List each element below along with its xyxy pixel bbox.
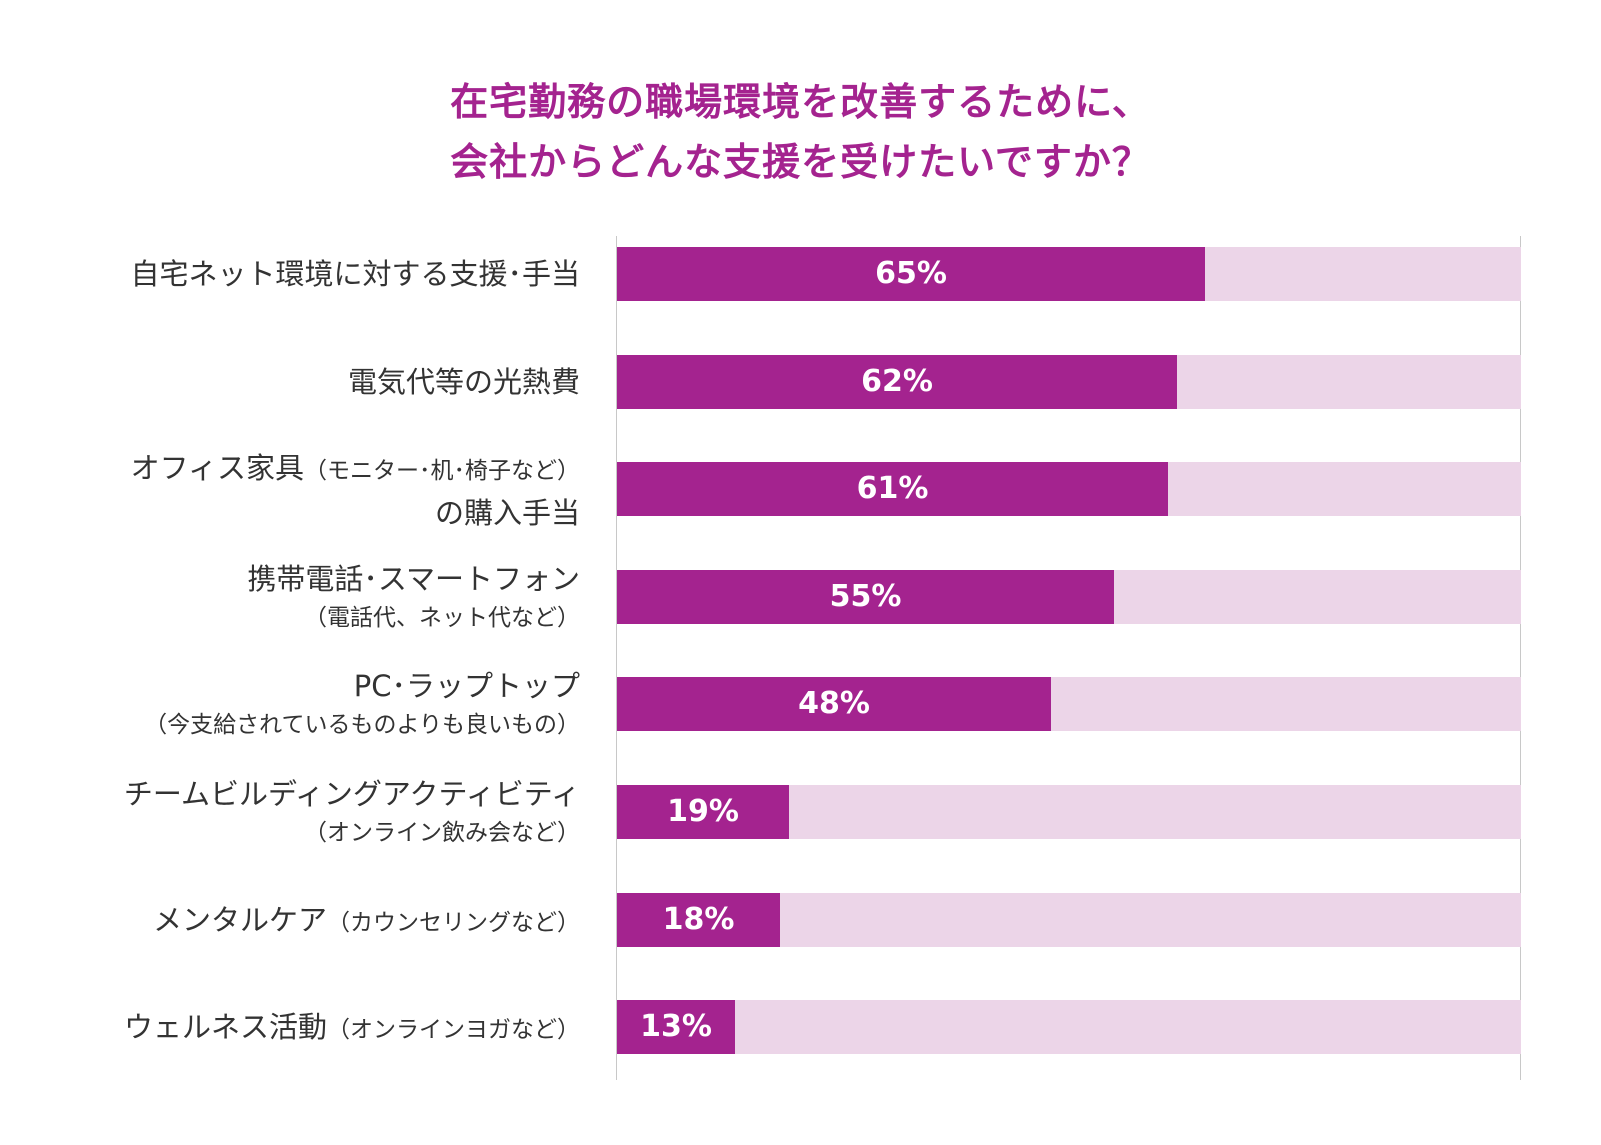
data-label: 13% — [640, 1009, 712, 1044]
bar — [617, 462, 1168, 516]
data-label: 48% — [798, 686, 870, 721]
category-label-note: （モニター･机･椅子など） — [304, 458, 580, 484]
data-label: 65% — [875, 256, 947, 291]
bar — [617, 355, 1177, 409]
bar — [617, 677, 1051, 731]
category-label-main: 自宅ネット環境に対する支援･手当 — [130, 257, 580, 291]
category-label: 携帯電話･スマートフォン （電話代、ネット代など） — [30, 558, 580, 636]
category-label: チームビルディングアクティビティ （オンライン飲み会など） — [30, 773, 580, 851]
bar — [617, 1000, 735, 1054]
bar — [617, 785, 789, 839]
data-label: 55% — [829, 579, 902, 614]
category-label-main: チームビルディングアクティビティ — [123, 777, 580, 811]
category-label-text: オフィス家具 — [130, 451, 304, 485]
category-label-main: メンタルケア（カウンセリングなど） — [30, 899, 580, 944]
category-label-text: ウェルネス活動 — [123, 1010, 327, 1044]
data-label: 61% — [856, 471, 929, 506]
bar — [617, 893, 780, 947]
category-label-note: （カウンセリングなど） — [327, 910, 580, 936]
data-label: 19% — [667, 794, 739, 829]
category-label-main: PC･ラップトップ — [353, 669, 580, 703]
bar — [617, 570, 1114, 624]
category-label-main: 電気代等の光熱費 — [347, 365, 580, 399]
chart-title-line-2: 会社からどんな支援を受けたいですか？ — [450, 140, 1151, 184]
category-label-main: 携帯電話･スマートフォン — [247, 562, 580, 596]
category-label-sub: （電話代、ネット代など） — [304, 605, 580, 631]
category-label-sub: （オンライン飲み会など） — [304, 820, 580, 846]
data-label: 62% — [861, 364, 933, 399]
category-label: 電気代等の光熱費 — [30, 361, 580, 403]
category-label: PC･ラップトップ （今支給されているものよりも良いもの） — [30, 665, 580, 743]
category-label: メンタルケア（カウンセリングなど） — [30, 899, 580, 944]
axis-line-right — [1520, 236, 1521, 1080]
axis-line-left — [616, 236, 617, 1080]
category-label-main: オフィス家具（モニター･机･椅子など） — [30, 447, 580, 492]
category-label: 自宅ネット環境に対する支援･手当 — [30, 253, 580, 295]
category-label-main: ウェルネス活動（オンラインヨガなど） — [30, 1006, 580, 1051]
category-label: ウェルネス活動（オンラインヨガなど） — [30, 1006, 580, 1051]
chart-title-line-1: 在宅勤務の職場環境を改善するために、 — [450, 80, 1151, 124]
data-label: 18% — [662, 902, 735, 937]
category-label-text: メンタルケア — [152, 903, 327, 937]
category-label-sub: の購入手当 — [434, 496, 580, 530]
category-label-sub: （今支給されているものよりも良いもの） — [144, 712, 580, 738]
category-label: オフィス家具（モニター･机･椅子など） の購入手当 — [30, 447, 580, 534]
bar-track — [617, 1000, 1521, 1054]
bar — [617, 247, 1205, 301]
category-label-note: （オンラインヨガなど） — [327, 1017, 580, 1043]
